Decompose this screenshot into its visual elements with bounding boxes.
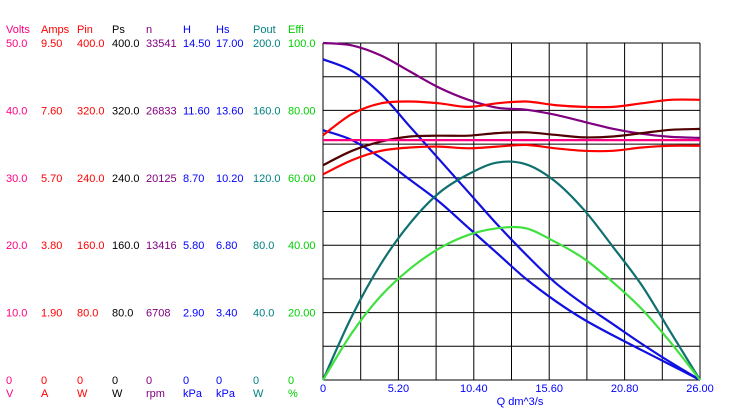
y-tick-h: 8.70 (183, 173, 204, 185)
x-tick-label: 5.20 (388, 383, 409, 395)
y-tick-pin: 80.0 (77, 308, 98, 320)
y-tick-hs: 13.60 (216, 105, 244, 117)
axis-title-h: H (183, 24, 191, 36)
series-group (321, 41, 701, 381)
axis-unit-n: rpm (146, 388, 165, 400)
y-tick-volts: 20.0 (6, 240, 27, 252)
y-tick-pout: 40.0 (253, 308, 274, 320)
y-tick-pin: 240.0 (77, 173, 105, 185)
series-line-h (322, 58, 701, 381)
y-tick-ps: 80.0 (112, 308, 133, 320)
y-tick-n: 20125 (146, 173, 177, 185)
series-line-effi (322, 225, 701, 381)
axis-unit-effi: % (288, 388, 298, 400)
y-tick-pout: 200.0 (253, 38, 281, 50)
y-tick-pout: 160.0 (253, 105, 281, 117)
y-tick-pin: 400.0 (77, 38, 105, 50)
y-tick-effi: 100.0 (288, 38, 316, 50)
y-tick-hs: 3.40 (216, 308, 237, 320)
y-tick-h: 2.90 (183, 308, 204, 320)
y-tick-pin: 320.0 (77, 105, 105, 117)
y-tick-effi: 0 (288, 375, 294, 387)
axis-title-effi: Effi (288, 24, 304, 36)
y-tick-volts: 0 (6, 375, 12, 387)
y-tick-volts: 50.0 (6, 38, 27, 50)
y-tick-h: 11.60 (183, 105, 210, 117)
y-tick-effi: 60.00 (288, 173, 316, 185)
axis-unit-amps: A (41, 388, 49, 400)
y-tick-n: 33541 (146, 38, 177, 50)
y-tick-amps: 0 (41, 375, 47, 387)
y-tick-amps: 9.50 (41, 38, 62, 50)
x-tick-label: 26.00 (686, 383, 714, 395)
axis-title-pout: Pout (253, 24, 276, 36)
axis-unit-h: kPa (183, 388, 203, 400)
grid (322, 42, 701, 381)
y-tick-ps: 0 (112, 375, 118, 387)
y-tick-pout: 120.0 (253, 173, 281, 185)
y-tick-h: 5.80 (183, 240, 204, 252)
x-axis-label: Q dm^3/s (497, 396, 544, 408)
series-line-hs (322, 129, 701, 381)
axis-title-hs: Hs (216, 24, 230, 36)
y-tick-pout: 80.0 (253, 240, 274, 252)
y-tick-hs: 10.20 (216, 173, 244, 185)
axis-title-ps: Ps (112, 24, 125, 36)
y-tick-ps: 240.0 (112, 173, 140, 185)
x-tick-label: 15.60 (535, 383, 563, 395)
y-tick-n: 6708 (146, 308, 170, 320)
axis-title-volts: Volts (6, 24, 30, 36)
axis-unit-pin: W (77, 388, 88, 400)
y-tick-effi: 80.00 (288, 105, 316, 117)
axis-title-amps: Amps (41, 24, 70, 36)
axis-title-pin: Pin (77, 24, 93, 36)
y-tick-n: 13416 (146, 240, 177, 252)
axes: Volts50.040.030.020.010.00VAmps9.507.605… (6, 24, 714, 400)
series-line-pout (321, 160, 701, 381)
x-tick-label: 20.80 (611, 383, 639, 395)
y-tick-hs: 17.00 (216, 38, 244, 50)
y-tick-volts: 10.0 (6, 308, 27, 320)
y-tick-h: 14.50 (183, 38, 211, 50)
y-tick-amps: 7.60 (41, 105, 62, 117)
y-tick-pout: 0 (253, 375, 259, 387)
y-tick-amps: 1.90 (41, 308, 62, 320)
axis-unit-ps: W (112, 388, 123, 400)
x-tick-label: 10.40 (460, 383, 488, 395)
x-tick-label: 0 (320, 383, 326, 395)
axis-unit-volts: V (6, 388, 14, 400)
y-tick-effi: 20.00 (288, 308, 316, 320)
y-tick-n: 26833 (146, 105, 177, 117)
axis-unit-hs: kPa (216, 388, 236, 400)
y-tick-amps: 5.70 (41, 173, 62, 185)
y-tick-ps: 320.0 (112, 105, 140, 117)
y-tick-volts: 30.0 (6, 173, 27, 185)
y-tick-pin: 160.0 (77, 240, 105, 252)
y-tick-hs: 0 (216, 375, 222, 387)
y-tick-ps: 160.0 (112, 240, 140, 252)
y-tick-amps: 3.80 (41, 240, 62, 252)
y-tick-hs: 6.80 (216, 240, 237, 252)
y-tick-effi: 40.00 (288, 240, 316, 252)
series-line-pin (322, 143, 701, 176)
y-tick-h: 0 (183, 375, 189, 387)
y-tick-volts: 40.0 (6, 105, 27, 117)
axis-title-n: n (146, 24, 152, 36)
y-tick-n: 0 (146, 375, 152, 387)
y-tick-ps: 400.0 (112, 38, 140, 50)
y-tick-pin: 0 (77, 375, 83, 387)
series-line-amps (322, 98, 701, 137)
axis-unit-pout: W (253, 388, 264, 400)
